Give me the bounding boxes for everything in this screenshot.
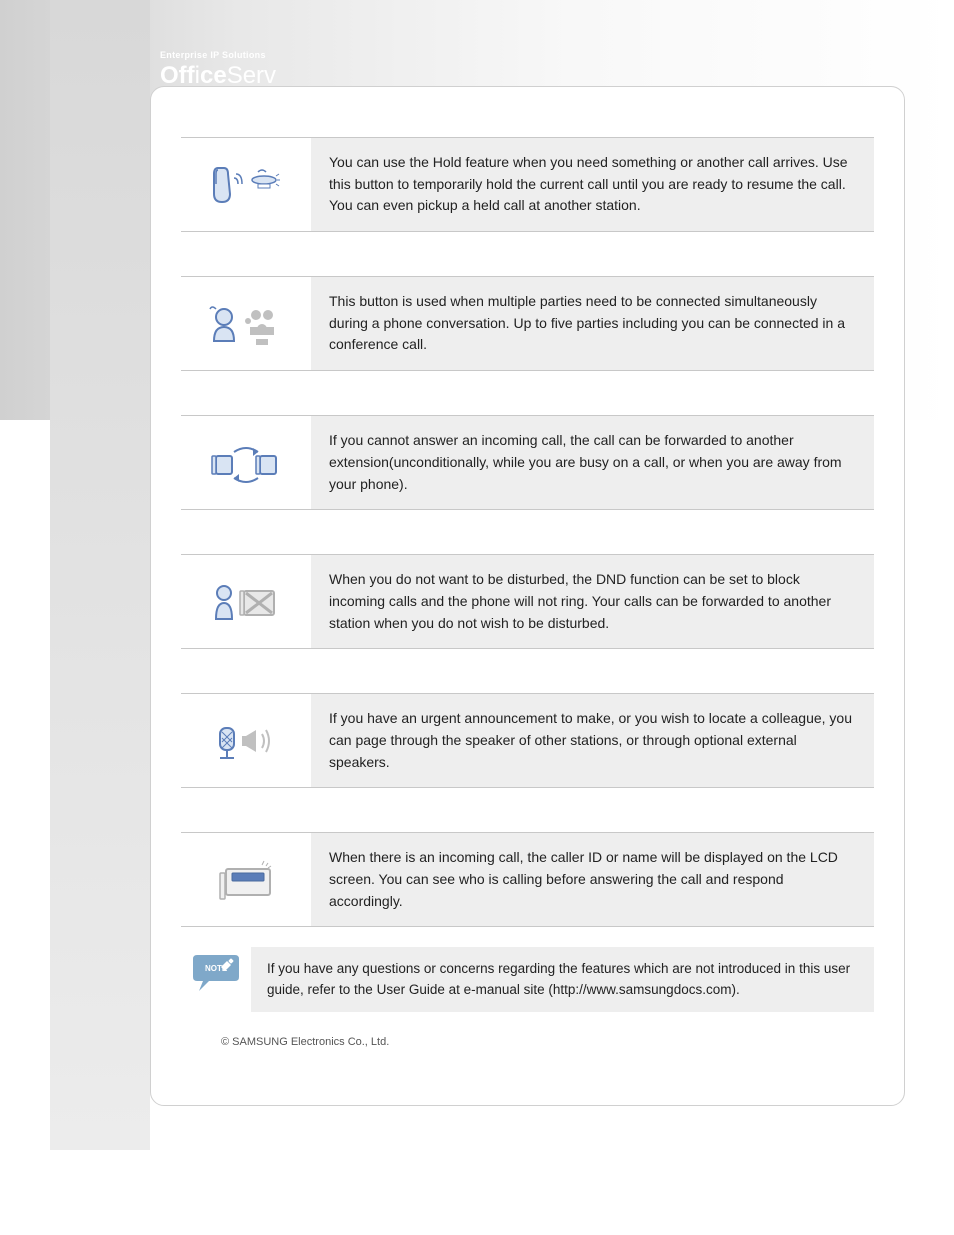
brand-tagline: Enterprise IP Solutions [160,50,276,60]
conference-icon [181,277,311,370]
feature-block: When there is an incoming call, the call… [181,832,874,927]
feature-block: If you have an urgent announcement to ma… [181,693,874,788]
page-icon [181,694,311,787]
brand-header: Enterprise IP Solutions OfficeServ [160,50,276,90]
feature-description: When you do not want to be disturbed, th… [311,555,874,648]
feature-description: This button is used when multiple partie… [311,277,874,370]
note-icon: NOTE [181,947,251,995]
dnd-icon [181,555,311,648]
hold-icon [181,138,311,231]
feature-description: You can use the Hold feature when you ne… [311,138,874,231]
note-block: NOTE If you have any questions or concer… [181,947,874,1012]
left-stripe [50,0,150,1150]
feature-block: This button is used when multiple partie… [181,276,874,371]
feature-description: If you cannot answer an incoming call, t… [311,416,874,509]
feature-block: When you do not want to be disturbed, th… [181,554,874,649]
feature-description: If you have an urgent announcement to ma… [311,694,874,787]
copyright: © SAMSUNG Electronics Co., Ltd. [181,1036,874,1048]
callerid-icon [181,833,311,926]
content-panel: You can use the Hold feature when you ne… [150,86,905,1106]
note-text: If you have any questions or concerns re… [251,947,874,1012]
feature-block: If you cannot answer an incoming call, t… [181,415,874,510]
feature-description: When there is an incoming call, the call… [311,833,874,926]
forward-icon [181,416,311,509]
feature-block: You can use the Hold feature when you ne… [181,137,874,232]
